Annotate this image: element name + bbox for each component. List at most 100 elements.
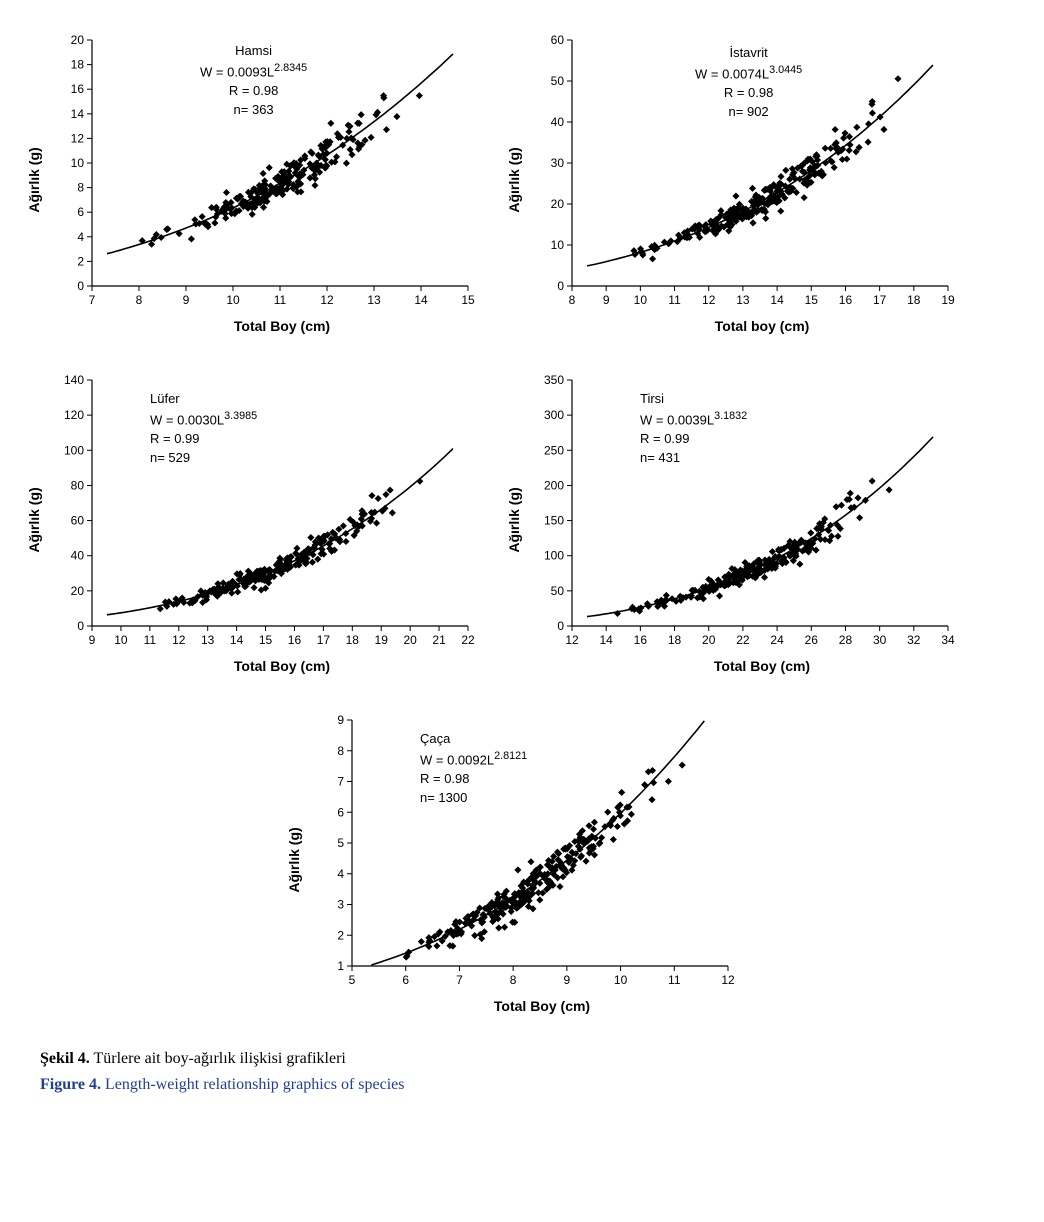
x-axis-label: Total Boy (cm)	[494, 998, 590, 1014]
y-axis-label: Ağırlık (g)	[286, 827, 302, 892]
panel-title: Çaça	[420, 730, 527, 749]
svg-text:80: 80	[71, 478, 85, 492]
panel-annotation: Lüfer W = 0.0030L3.3985 R = 0.99 n= 529	[150, 390, 257, 468]
svg-text:8: 8	[136, 293, 143, 307]
svg-text:300: 300	[544, 408, 564, 422]
svg-text:12: 12	[172, 633, 186, 647]
svg-text:20: 20	[71, 33, 85, 47]
svg-text:22: 22	[736, 633, 750, 647]
svg-text:10: 10	[114, 633, 128, 647]
svg-text:14: 14	[600, 633, 614, 647]
r-value: R = 0.98	[420, 770, 527, 789]
svg-text:40: 40	[71, 549, 85, 563]
svg-text:12: 12	[71, 131, 85, 145]
svg-text:60: 60	[71, 514, 85, 528]
svg-text:5: 5	[337, 836, 344, 850]
svg-text:16: 16	[634, 633, 648, 647]
caption-en-text: Length-weight relationship graphics of s…	[101, 1076, 404, 1093]
svg-text:10: 10	[551, 238, 565, 252]
panel-annotation: Hamsi W = 0.0093L2.8345 R = 0.98 n= 363	[200, 42, 307, 120]
n-value: n= 363	[200, 101, 307, 120]
svg-text:12: 12	[320, 293, 334, 307]
equation-prefix: W = 0.0039L	[640, 412, 714, 427]
svg-text:20: 20	[71, 584, 85, 598]
svg-text:16: 16	[839, 293, 853, 307]
caption-tr: Şekil 4. Türlere ait boy-ağırlık ilişkis…	[40, 1050, 1000, 1068]
svg-text:12: 12	[702, 293, 716, 307]
svg-text:10: 10	[634, 293, 648, 307]
panel-title: Tirsi	[640, 390, 747, 409]
svg-text:20: 20	[702, 633, 716, 647]
svg-text:14: 14	[770, 293, 784, 307]
r-value: R = 0.99	[150, 430, 257, 449]
row-2: 0204060801001201409101112131415161718192…	[40, 370, 1000, 670]
chart-hamsi: 02468101214161820789101112131415 Ağırlık…	[40, 30, 480, 330]
svg-text:17: 17	[317, 633, 331, 647]
svg-text:19: 19	[375, 633, 389, 647]
svg-text:12: 12	[721, 973, 735, 987]
svg-text:18: 18	[71, 58, 85, 72]
chart-lufer: 0204060801001201409101112131415161718192…	[40, 370, 480, 670]
svg-text:0: 0	[77, 619, 84, 633]
svg-text:10: 10	[226, 293, 240, 307]
equation-exponent: 3.0445	[769, 64, 802, 76]
y-axis-label: Ağırlık (g)	[506, 147, 522, 212]
svg-text:50: 50	[551, 584, 565, 598]
y-axis-label: Ağırlık (g)	[506, 487, 522, 552]
y-axis-label: Ağırlık (g)	[26, 487, 42, 552]
chart-tirsi: 0501001502002503003501214161820222426283…	[520, 370, 960, 670]
svg-text:6: 6	[337, 805, 344, 819]
x-axis-label: Total Boy (cm)	[234, 318, 330, 334]
x-axis-label: Total Boy (cm)	[234, 658, 330, 674]
svg-text:0: 0	[557, 279, 564, 293]
n-value: n= 431	[640, 449, 747, 468]
n-value: n= 902	[695, 103, 802, 122]
svg-text:7: 7	[89, 293, 96, 307]
equation-prefix: W = 0.0074L	[695, 66, 769, 81]
equation-line: W = 0.0030L3.3985	[150, 409, 257, 430]
svg-text:8: 8	[337, 744, 344, 758]
caption-en: Figure 4. Length-weight relationship gra…	[40, 1076, 1000, 1094]
svg-text:4: 4	[337, 867, 344, 881]
svg-text:9: 9	[89, 633, 96, 647]
panel-annotation: Tirsi W = 0.0039L3.1832 R = 0.99 n= 431	[640, 390, 747, 468]
svg-text:9: 9	[337, 713, 344, 727]
equation-prefix: W = 0.0030L	[150, 412, 224, 427]
figure-captions: Şekil 4. Türlere ait boy-ağırlık ilişkis…	[40, 1050, 1000, 1094]
svg-text:17: 17	[873, 293, 887, 307]
figure-4: 02468101214161820789101112131415 Ağırlık…	[40, 30, 1000, 1094]
svg-text:10: 10	[614, 973, 628, 987]
chart-istavrit: 01020304050608910111213141516171819 Ağır…	[520, 30, 960, 330]
svg-text:6: 6	[402, 973, 409, 987]
svg-text:22: 22	[461, 633, 475, 647]
equation-line: W = 0.0092L2.8121	[420, 749, 527, 770]
svg-text:18: 18	[668, 633, 682, 647]
svg-text:16: 16	[71, 82, 85, 96]
caption-tr-text: Türlere ait boy-ağırlık ilişkisi grafikl…	[90, 1050, 346, 1067]
equation-exponent: 3.3985	[224, 410, 257, 422]
svg-text:15: 15	[805, 293, 819, 307]
svg-text:20: 20	[403, 633, 417, 647]
svg-text:28: 28	[839, 633, 853, 647]
svg-text:18: 18	[907, 293, 921, 307]
svg-text:100: 100	[544, 549, 564, 563]
svg-text:4: 4	[77, 230, 84, 244]
svg-text:14: 14	[230, 633, 244, 647]
svg-text:200: 200	[544, 478, 564, 492]
panel-title: Lüfer	[150, 390, 257, 409]
svg-text:0: 0	[557, 619, 564, 633]
svg-text:8: 8	[510, 973, 517, 987]
equation-prefix: W = 0.0092L	[420, 752, 494, 767]
svg-text:9: 9	[183, 293, 190, 307]
y-axis-label: Ağırlık (g)	[26, 147, 42, 212]
svg-text:20: 20	[551, 197, 565, 211]
equation-exponent: 3.1832	[714, 410, 747, 422]
svg-text:1: 1	[337, 959, 344, 973]
svg-text:5: 5	[349, 973, 356, 987]
svg-text:2: 2	[77, 254, 84, 268]
chart-caca: 12345678956789101112 Ağırlık (g) Total B…	[300, 710, 740, 1010]
caption-tr-label: Şekil 4.	[40, 1050, 90, 1067]
svg-text:150: 150	[544, 514, 564, 528]
svg-text:15: 15	[259, 633, 273, 647]
equation-exponent: 2.8345	[274, 62, 307, 74]
